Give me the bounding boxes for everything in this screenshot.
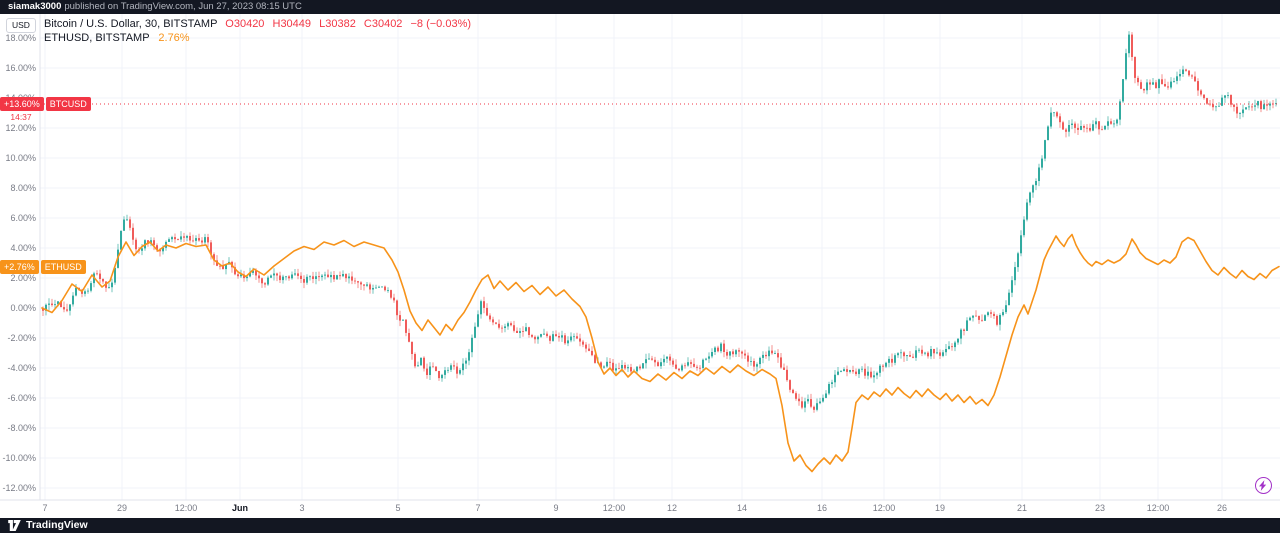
price-axis-label: -8.00% — [7, 423, 36, 433]
chart-legend: Bitcoin / U.S. Dollar, 30, BITSTAMP O304… — [44, 17, 471, 45]
time-axis-label: 19 — [934, 503, 946, 513]
price-axis-label: -12.00% — [2, 483, 36, 493]
btc-symbol-flag[interactable]: BTCUSD — [45, 97, 91, 111]
eth-change-value: 2.76% — [158, 32, 190, 44]
time-axis-label: 23 — [1094, 503, 1106, 513]
btc-legend-title[interactable]: Bitcoin / U.S. Dollar, 30, BITSTAMP — [44, 18, 218, 30]
btc-close-value: C30402 — [363, 18, 403, 30]
tradingview-logo-icon[interactable] — [8, 520, 21, 531]
price-axis-label: -4.00% — [7, 363, 36, 373]
btc-open-value: O30420 — [225, 18, 265, 30]
price-axis-label: 2.00% — [10, 273, 36, 283]
time-axis-label: 21 — [1016, 503, 1028, 513]
publish-info-text: published on TradingView.com, Jun 27, 20… — [64, 1, 302, 12]
btc-high-value: H30449 — [272, 18, 312, 30]
btc-candles-series — [42, 31, 1277, 413]
price-axis-label: 6.00% — [10, 213, 36, 223]
btc-bar-countdown: 14:37 — [10, 112, 32, 122]
currency-toggle-button[interactable]: USD — [6, 18, 36, 33]
price-axis-label: -10.00% — [2, 453, 36, 463]
price-axis-label: 4.00% — [10, 243, 36, 253]
time-axis-label: 12:00 — [174, 503, 198, 513]
time-axis-label: 16 — [816, 503, 828, 513]
eth-line-series — [41, 233, 1280, 473]
time-axis-label: 12:00 — [872, 503, 896, 513]
price-axis-label: 16.00% — [5, 63, 36, 73]
price-axis-label: -6.00% — [7, 393, 36, 403]
grid-lines — [0, 14, 1280, 501]
time-axis-label: 26 — [1216, 503, 1228, 513]
btc-last-price-badge: +13.60% — [0, 97, 44, 111]
eth-symbol-flag[interactable]: ETHUSD — [40, 259, 86, 274]
btc-change-value: −8 (−0.03%) — [410, 18, 472, 30]
footer-bar: TradingView — [0, 518, 1280, 533]
time-axis-label: 3 — [299, 503, 305, 513]
price-axis-label: 0.00% — [10, 303, 36, 313]
price-axis-label: 10.00% — [5, 153, 36, 163]
eth-price-badge-row: +2.76% ETHUSD — [0, 259, 86, 274]
eth-legend-row: ETHUSD, BITSTAMP 2.76% — [44, 31, 471, 45]
time-axis-label: 14 — [736, 503, 748, 513]
time-axis-label: 5 — [395, 503, 401, 513]
price-axis-label: -2.00% — [7, 333, 36, 343]
price-axis-label: 8.00% — [10, 183, 36, 193]
time-axis-label: 7 — [475, 503, 481, 513]
time-axis-label: 12:00 — [1146, 503, 1170, 513]
btc-low-value: L30382 — [319, 18, 356, 30]
lightning-bolt-button[interactable] — [1255, 477, 1272, 494]
time-axis-label: 7 — [42, 503, 48, 513]
time-axis-label: 12:00 — [602, 503, 626, 513]
eth-legend-title[interactable]: ETHUSD, BITSTAMP — [44, 32, 150, 44]
chart-area: USD Bitcoin / U.S. Dollar, 30, BITSTAMP … — [0, 14, 1280, 518]
chart-canvas[interactable] — [0, 14, 1280, 518]
time-axis-label: 12 — [666, 503, 678, 513]
footer-brand[interactable]: TradingView — [26, 519, 88, 531]
lightning-bolt-icon — [1259, 480, 1267, 491]
btc-legend-row: Bitcoin / U.S. Dollar, 30, BITSTAMP O304… — [44, 17, 471, 31]
time-axis-label: Jun — [231, 503, 249, 513]
publisher-username: siamak3000 — [8, 1, 62, 12]
time-axis-label: 9 — [553, 503, 559, 513]
price-axis-label: 18.00% — [5, 33, 36, 43]
price-axis-label: 12.00% — [5, 123, 36, 133]
btc-price-badge-row: +13.60% BTCUSD — [0, 97, 91, 111]
eth-last-price-badge: +2.76% — [0, 259, 39, 274]
publish-info-bar: siamak3000 published on TradingView.com, … — [0, 0, 1280, 14]
time-axis-label: 29 — [116, 503, 128, 513]
